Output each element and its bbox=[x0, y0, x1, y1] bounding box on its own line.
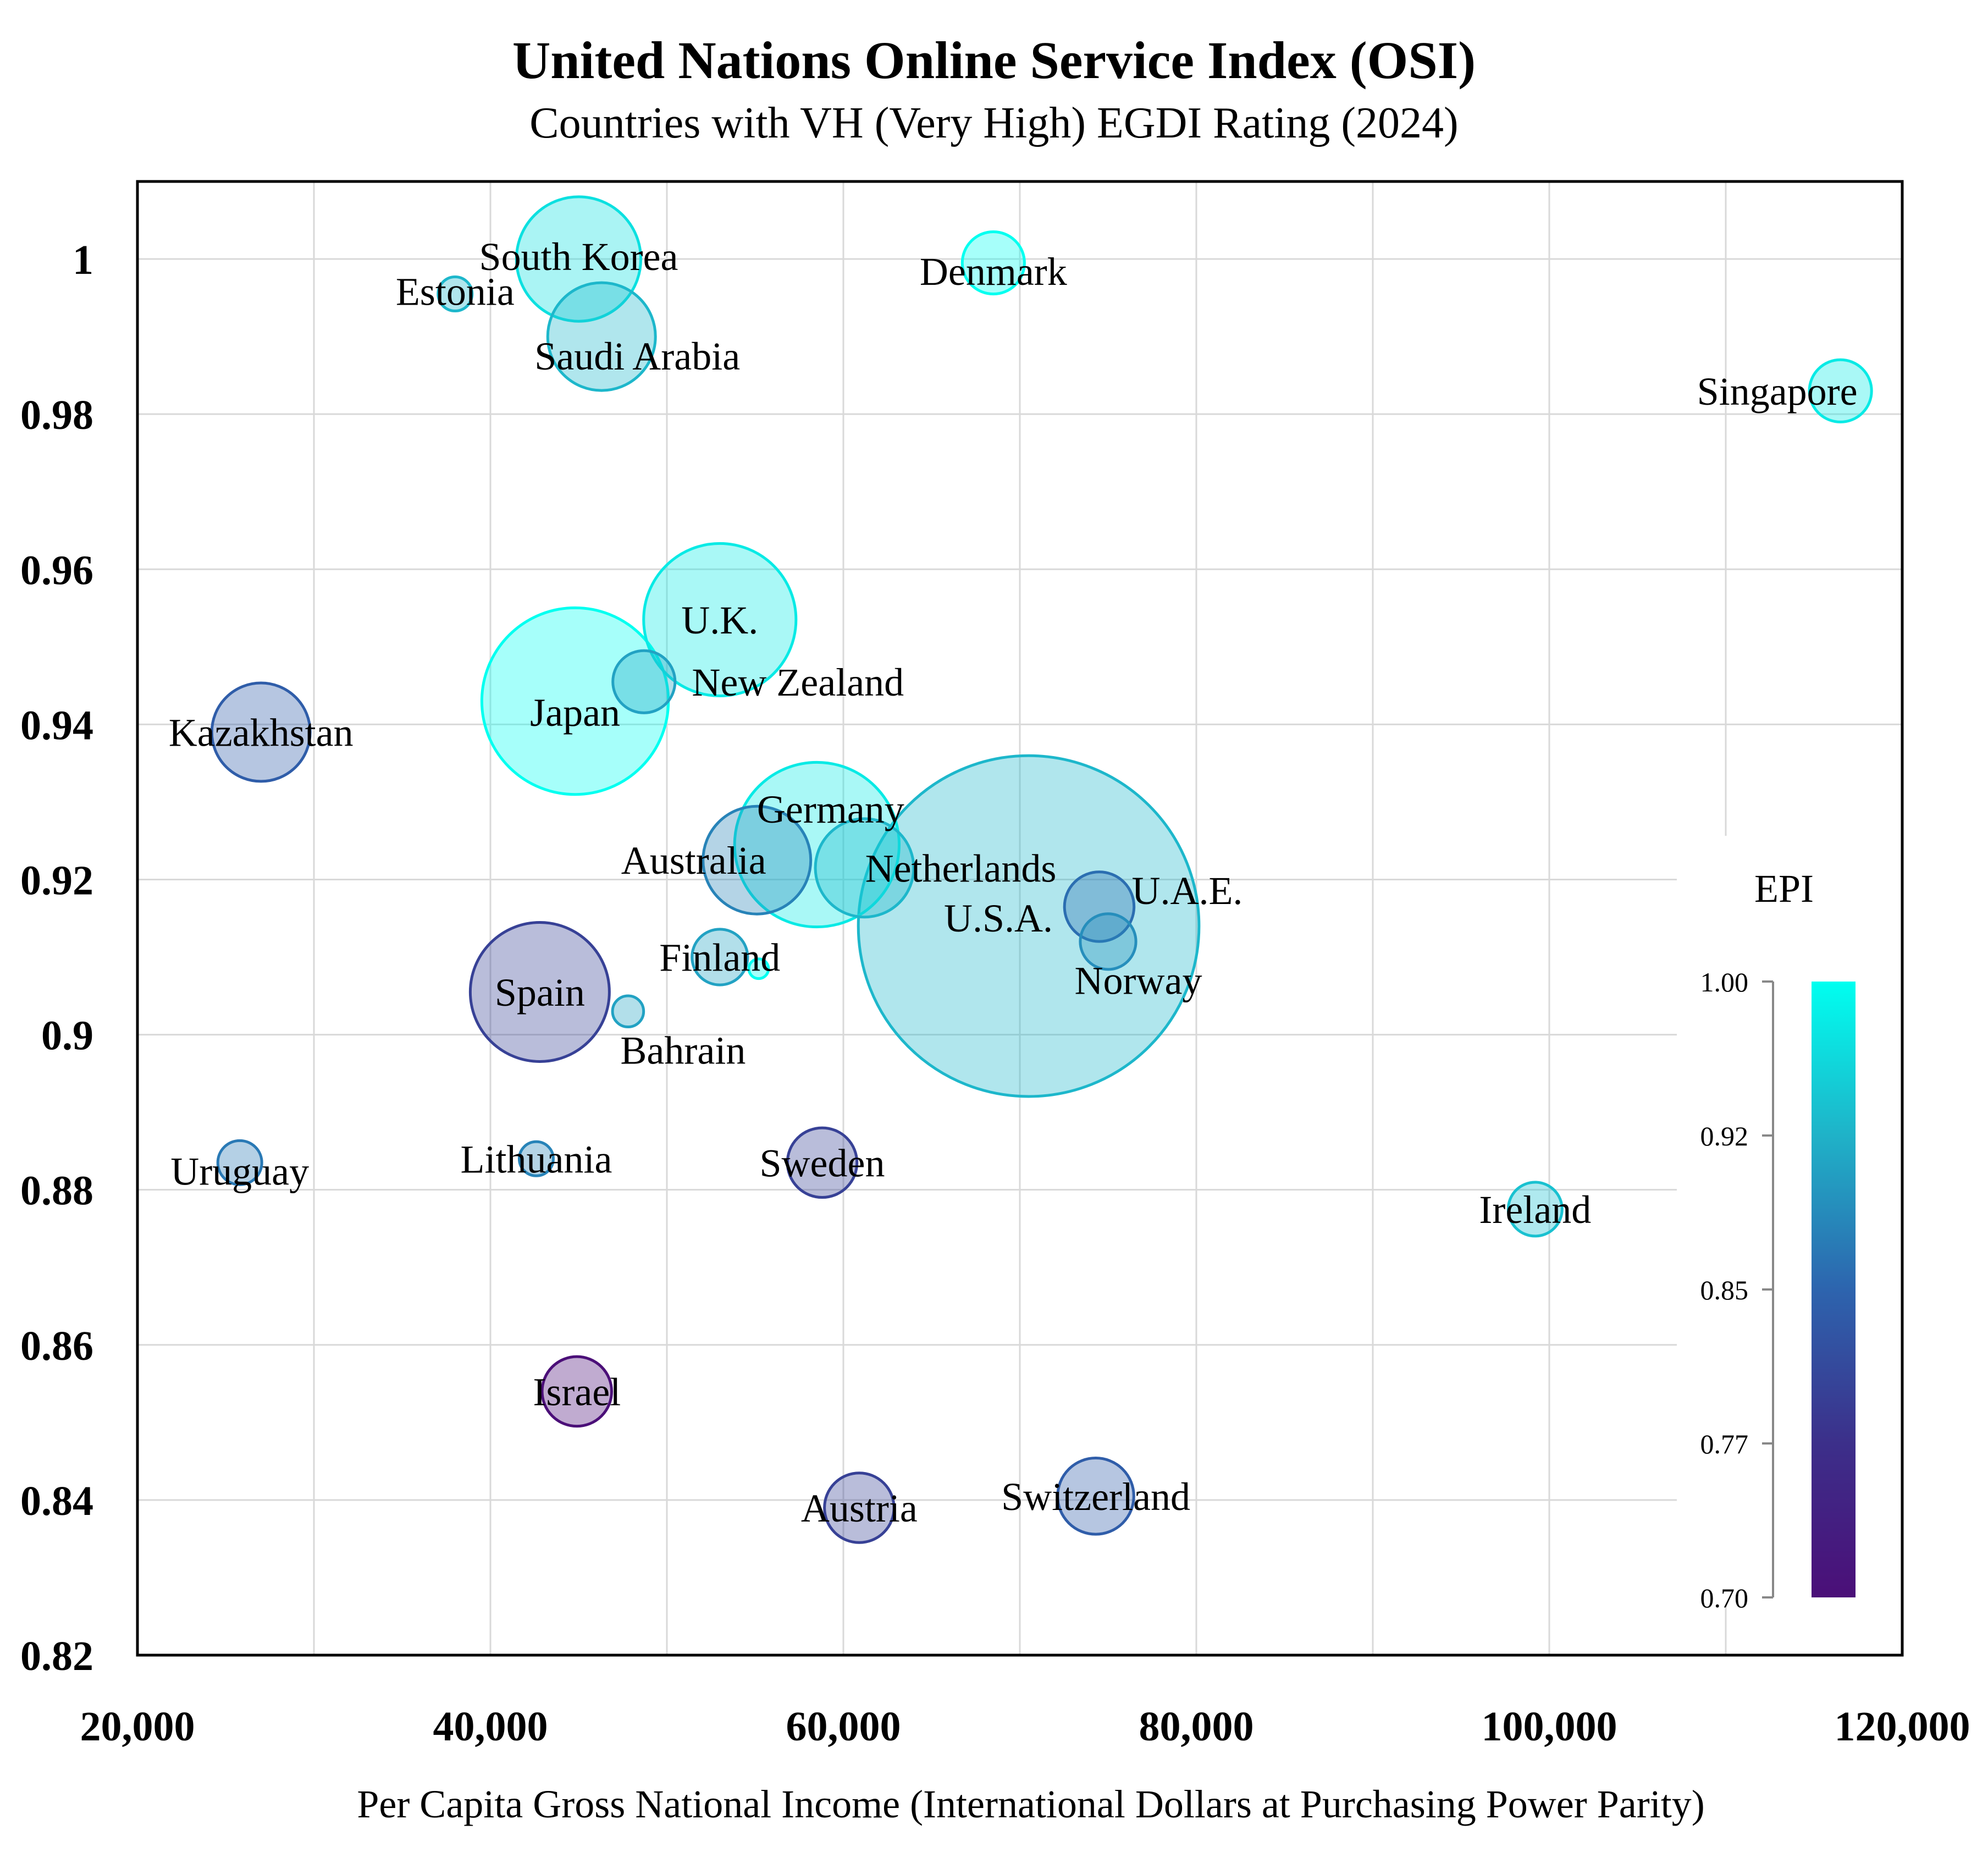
label-japan: Japan bbox=[530, 691, 620, 735]
bubble-switzerland bbox=[1056, 1457, 1135, 1536]
bubble-spain bbox=[468, 921, 611, 1063]
bubble-netherlands bbox=[814, 817, 915, 919]
bubble-austria bbox=[823, 1471, 896, 1544]
label-bahrain: Bahrain bbox=[620, 1028, 746, 1072]
y-tick-label: 0.92 bbox=[20, 857, 93, 903]
bubble-israel bbox=[540, 1355, 614, 1428]
y-tick-label: 0.84 bbox=[20, 1478, 93, 1524]
bubble-germany bbox=[733, 760, 901, 929]
bubble-south-korea bbox=[515, 195, 643, 323]
y-tick-label: 0.86 bbox=[20, 1323, 93, 1369]
label-ireland: Ireland bbox=[1479, 1188, 1591, 1232]
label-u-k-: U.K. bbox=[681, 598, 758, 642]
colorbar-gradient bbox=[1812, 982, 1856, 1597]
x-axis-label: Per Capita Gross National Income (Intern… bbox=[357, 1782, 1704, 1826]
x-tick-label: 100,000 bbox=[1482, 1704, 1617, 1750]
y-tick-label: 0.9 bbox=[41, 1013, 93, 1059]
x-tick-label: 40,000 bbox=[433, 1704, 548, 1750]
bubble-singapore bbox=[1808, 358, 1873, 423]
chart-title: United Nations Online Service Index (OSI… bbox=[512, 31, 1476, 90]
label-israel: Israel bbox=[533, 1370, 621, 1414]
bubble-norway bbox=[1079, 912, 1137, 971]
bubble-u-k- bbox=[642, 542, 798, 698]
colorbar-tick-label: 0.92 bbox=[1700, 1121, 1749, 1151]
label-norway: Norway bbox=[1075, 958, 1202, 1002]
label-spain: Spain bbox=[495, 971, 585, 1015]
x-tick-label: 20,000 bbox=[80, 1704, 195, 1750]
colorbar-tick-label: 0.77 bbox=[1700, 1429, 1749, 1459]
bubble-kazakhstan bbox=[210, 681, 312, 783]
label-germany: Germany bbox=[757, 787, 904, 831]
label-australia: Australia bbox=[621, 839, 766, 883]
colorbar-backdrop bbox=[1677, 836, 1908, 1606]
x-tick-label: 80,000 bbox=[1139, 1704, 1254, 1750]
label-netherlands: Netherlands bbox=[865, 846, 1057, 890]
label-uruguay: Uruguay bbox=[170, 1149, 309, 1193]
y-tick-label: 0.94 bbox=[20, 702, 93, 748]
bubble-lithuania bbox=[517, 1140, 555, 1177]
y-tick-label: 0.96 bbox=[20, 547, 93, 593]
colorbar-tick-label: 0.85 bbox=[1700, 1275, 1749, 1305]
colorbar: EPI 1.00 0.92 0.85 0.77 0.70 bbox=[1700, 867, 1856, 1613]
bubble-bahrain bbox=[611, 994, 645, 1029]
bubble-saudi-arabia bbox=[546, 281, 657, 392]
label-finland: Finland bbox=[659, 936, 780, 980]
label-lithuania: Lithuania bbox=[461, 1137, 612, 1181]
y-tick-label: 0.88 bbox=[20, 1168, 93, 1214]
label-kazakhstan: Kazakhstan bbox=[169, 710, 354, 754]
bubble-finland bbox=[691, 928, 749, 986]
plot-frame bbox=[136, 180, 1904, 1657]
y-tick-label: 0.82 bbox=[20, 1633, 93, 1679]
y-tick-label: 1 bbox=[73, 237, 93, 283]
grid-lines bbox=[137, 181, 1902, 1655]
y-axis-ticks: 0.82 0.84 0.86 0.88 0.9 0.92 0.94 0.96 0.98 1 bbox=[20, 237, 93, 1679]
x-tick-label: 120,000 bbox=[1835, 1704, 1970, 1750]
bubble-denmark bbox=[960, 230, 1026, 296]
label-u-s-a-: U.S.A. bbox=[944, 896, 1053, 940]
label-south-korea: South Korea bbox=[479, 235, 678, 279]
colorbar-tick-label: 1.00 bbox=[1700, 967, 1749, 997]
bubble-unlabeled bbox=[747, 957, 770, 980]
colorbar-tick-label: 0.70 bbox=[1700, 1583, 1749, 1613]
label-estonia: Estonia bbox=[396, 270, 515, 314]
y-tick-label: 0.98 bbox=[20, 392, 93, 438]
label-denmark: Denmark bbox=[920, 250, 1067, 294]
bubble-u-s-a- bbox=[857, 754, 1201, 1098]
bubble-uruguay bbox=[216, 1139, 263, 1186]
bubble-u-a-e- bbox=[1063, 870, 1136, 943]
bubble-ireland bbox=[1506, 1181, 1564, 1238]
label-austria: Austria bbox=[801, 1486, 918, 1530]
label-new-zealand: New Zealand bbox=[692, 660, 904, 704]
label-sweden: Sweden bbox=[760, 1141, 885, 1185]
colorbar-title: EPI bbox=[1754, 867, 1814, 911]
x-tick-label: 60,000 bbox=[786, 1704, 901, 1750]
label-u-a-e-: U.A.E. bbox=[1131, 869, 1242, 913]
bubble-sweden bbox=[786, 1126, 859, 1199]
bubbles bbox=[210, 195, 1873, 1544]
x-axis-ticks: 20,000 40,000 60,000 80,000 100,000 120,000 bbox=[80, 1704, 1970, 1750]
bubble-estonia bbox=[437, 275, 474, 313]
bubble-australia bbox=[702, 804, 813, 916]
bubble-new-zealand bbox=[611, 649, 677, 714]
chart-subtitle: Countries with VH (Very High) EGDI Ratin… bbox=[529, 99, 1458, 147]
label-saudi-arabia: Saudi Arabia bbox=[534, 334, 740, 378]
label-switzerland: Switzerland bbox=[1001, 1475, 1190, 1519]
label-singapore: Singapore bbox=[1697, 370, 1858, 414]
